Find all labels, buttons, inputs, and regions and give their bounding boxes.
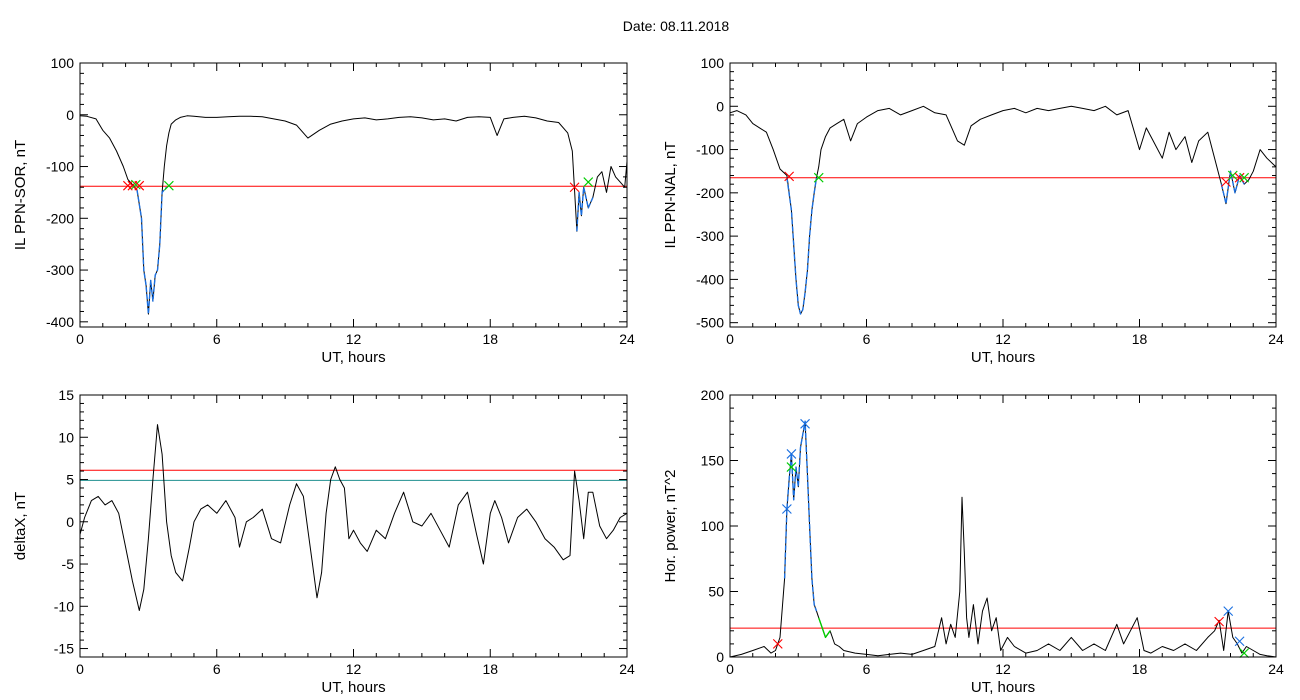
event-marker-2	[813, 172, 824, 183]
series-line-1	[79, 115, 628, 315]
series-line-1	[79, 424, 628, 611]
series-line-1	[729, 420, 1277, 658]
event-marker-1	[784, 171, 795, 182]
event-marker-6	[1214, 616, 1225, 627]
plot-frame	[79, 394, 628, 658]
event-marker-6	[569, 182, 580, 193]
x-tick-label: 12	[995, 331, 1011, 347]
x-tick-label: 6	[213, 661, 221, 677]
event-marker-1	[122, 180, 133, 191]
x-tick-label: 24	[1268, 331, 1284, 347]
y-tick-label: -300	[46, 262, 74, 278]
series-line-2	[136, 186, 168, 315]
x-axis-label: UT, hours	[971, 679, 1035, 696]
y-tick-label: -100	[696, 142, 724, 158]
y-tick-label: 0	[66, 107, 74, 123]
x-tick-label: 18	[482, 661, 498, 677]
chart-panel-3: 0 6 12 18 24 -15 -10 -5 0 5 10 15 UT, hours deltaX, n…	[12, 387, 635, 696]
event-marker-2	[781, 504, 792, 514]
event-marker-4	[786, 462, 797, 472]
y-tick-label: -400	[696, 271, 724, 287]
x-tick-label: 18	[1132, 331, 1148, 347]
event-marker-2	[127, 180, 138, 191]
y-tick-label: -500	[696, 315, 724, 331]
y-tick-label: 200	[701, 387, 725, 403]
series-line-2	[786, 177, 818, 315]
y-axis-label: Hor. power, nT^2	[662, 470, 679, 583]
plot-frame	[729, 394, 1277, 658]
event-marker-1	[772, 639, 783, 649]
event-marker-5	[800, 418, 810, 429]
y-tick-label: -100	[46, 159, 74, 175]
y-tick-label: -300	[696, 228, 724, 244]
y-axis-label: deltaX, nT	[12, 492, 29, 560]
event-marker-6	[1239, 172, 1250, 183]
chart-panel-2: 0 6 12 18 24 -500 -400 -300 -200 -100 0 100 UT, hour…	[662, 55, 1284, 366]
event-marker-9	[1239, 648, 1250, 658]
plot-frame	[729, 62, 1277, 328]
x-tick-label: 0	[76, 661, 84, 677]
y-tick-label: 5	[66, 472, 74, 488]
y-tick-label: -200	[46, 210, 74, 226]
x-tick-label: 0	[726, 331, 734, 347]
series-line-1	[729, 105, 1277, 315]
x-tick-label: 18	[482, 331, 498, 347]
x-tick-label: 18	[1132, 661, 1148, 677]
x-tick-label: 24	[619, 661, 635, 677]
event-marker-3	[130, 179, 141, 190]
x-tick-label: 6	[863, 661, 871, 677]
x-tick-label: 24	[619, 331, 635, 347]
series-line-3	[818, 617, 831, 639]
x-tick-label: 6	[863, 331, 871, 347]
y-tick-label: 0	[716, 649, 724, 665]
y-tick-label: -5	[62, 556, 75, 572]
y-tick-label: -200	[696, 185, 724, 201]
x-tick-label: 24	[1268, 661, 1284, 677]
y-tick-label: 100	[701, 55, 725, 71]
x-tick-label: 12	[346, 331, 362, 347]
event-marker-3	[786, 449, 797, 459]
x-axis-label: UT, hours	[321, 679, 385, 696]
event-marker-8	[1234, 636, 1245, 647]
x-tick-label: 0	[726, 661, 734, 677]
y-axis-label: IL PPN-SOR, nT	[12, 140, 29, 250]
y-tick-label: 0	[716, 98, 724, 114]
y-tick-label: 10	[58, 429, 74, 445]
y-tick-label: -400	[46, 314, 74, 330]
event-marker-5	[163, 180, 174, 191]
event-marker-5	[1234, 172, 1245, 183]
y-tick-label: 150	[701, 453, 725, 469]
y-tick-label: -15	[54, 641, 74, 657]
x-tick-label: 0	[76, 331, 84, 347]
y-tick-label: 50	[708, 584, 724, 600]
x-tick-label: 12	[346, 661, 362, 677]
y-tick-label: 15	[58, 387, 74, 403]
chart-panel-1: 0 6 12 18 24 -400 -300 -200 -100 0 100 UT, hours IL …	[12, 55, 635, 366]
x-axis-label: UT, hours	[971, 349, 1035, 366]
event-marker-7	[583, 177, 594, 187]
page-title: Date: 08.11.2018	[622, 18, 730, 34]
chart-panel-4: 0 6 12 18 24 0 50 100 150 200 UT, hours Hor. power,…	[662, 387, 1284, 696]
event-marker-4	[134, 180, 145, 191]
x-tick-label: 12	[995, 661, 1011, 677]
x-tick-label: 6	[213, 331, 221, 347]
event-marker-7	[1223, 606, 1234, 617]
series-line-3	[576, 186, 594, 232]
y-axis-label: IL PPN-NAL, nT	[662, 142, 679, 249]
y-tick-label: -10	[54, 598, 74, 614]
y-tick-label: 100	[701, 518, 725, 534]
y-tick-label: 100	[51, 55, 75, 71]
series-line-2	[783, 420, 818, 612]
event-marker-4	[1227, 170, 1238, 181]
x-axis-label: UT, hours	[321, 349, 385, 366]
y-tick-label: 0	[66, 514, 74, 530]
